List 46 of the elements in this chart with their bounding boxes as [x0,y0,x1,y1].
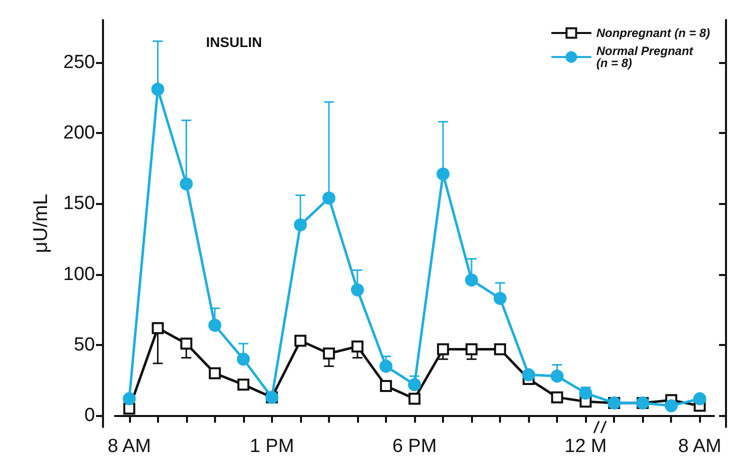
point [551,391,564,404]
point [408,378,421,392]
x-tick-label: 8 AM [108,436,151,457]
point [152,322,164,334]
point [237,378,250,391]
y-tick-label: 150 [63,193,95,214]
point [379,360,392,373]
y-tick-label: 200 [63,122,95,144]
text: INSULIN [206,34,262,50]
point [322,348,335,360]
point [350,283,364,296]
point [466,343,478,356]
point [494,343,506,356]
point [579,386,592,400]
point [465,274,478,287]
point [351,340,364,352]
point [322,192,336,205]
point [180,177,193,190]
point [236,352,250,366]
point [550,370,564,383]
x-tick-label: 12 M [564,436,607,457]
legend-label: Nonpregnant (n = 8) [596,26,710,40]
x-tick-label: 1 PM [250,436,294,457]
point [151,82,164,96]
point [436,168,450,181]
point [437,343,450,356]
x-tick-label: 8 AM [678,436,722,457]
point [294,218,307,232]
point [380,380,392,392]
point [122,392,136,406]
legend-label: Normal Pregnant (n = 8) [596,44,694,70]
y-tick-label: 250 [63,52,95,73]
point [208,367,221,380]
y-tick-label: 50 [74,334,95,356]
y-tick-label: 100 [63,264,95,285]
point [664,399,678,412]
point [180,338,192,350]
point [693,392,706,406]
point [408,392,420,405]
point [208,318,222,332]
point [294,334,306,347]
point [522,368,536,382]
y-tick-label: 0 [84,405,95,426]
point [494,292,507,305]
x-tick-label: 6 PM [392,436,437,457]
y-axis-title: μU/mL [30,194,52,254]
